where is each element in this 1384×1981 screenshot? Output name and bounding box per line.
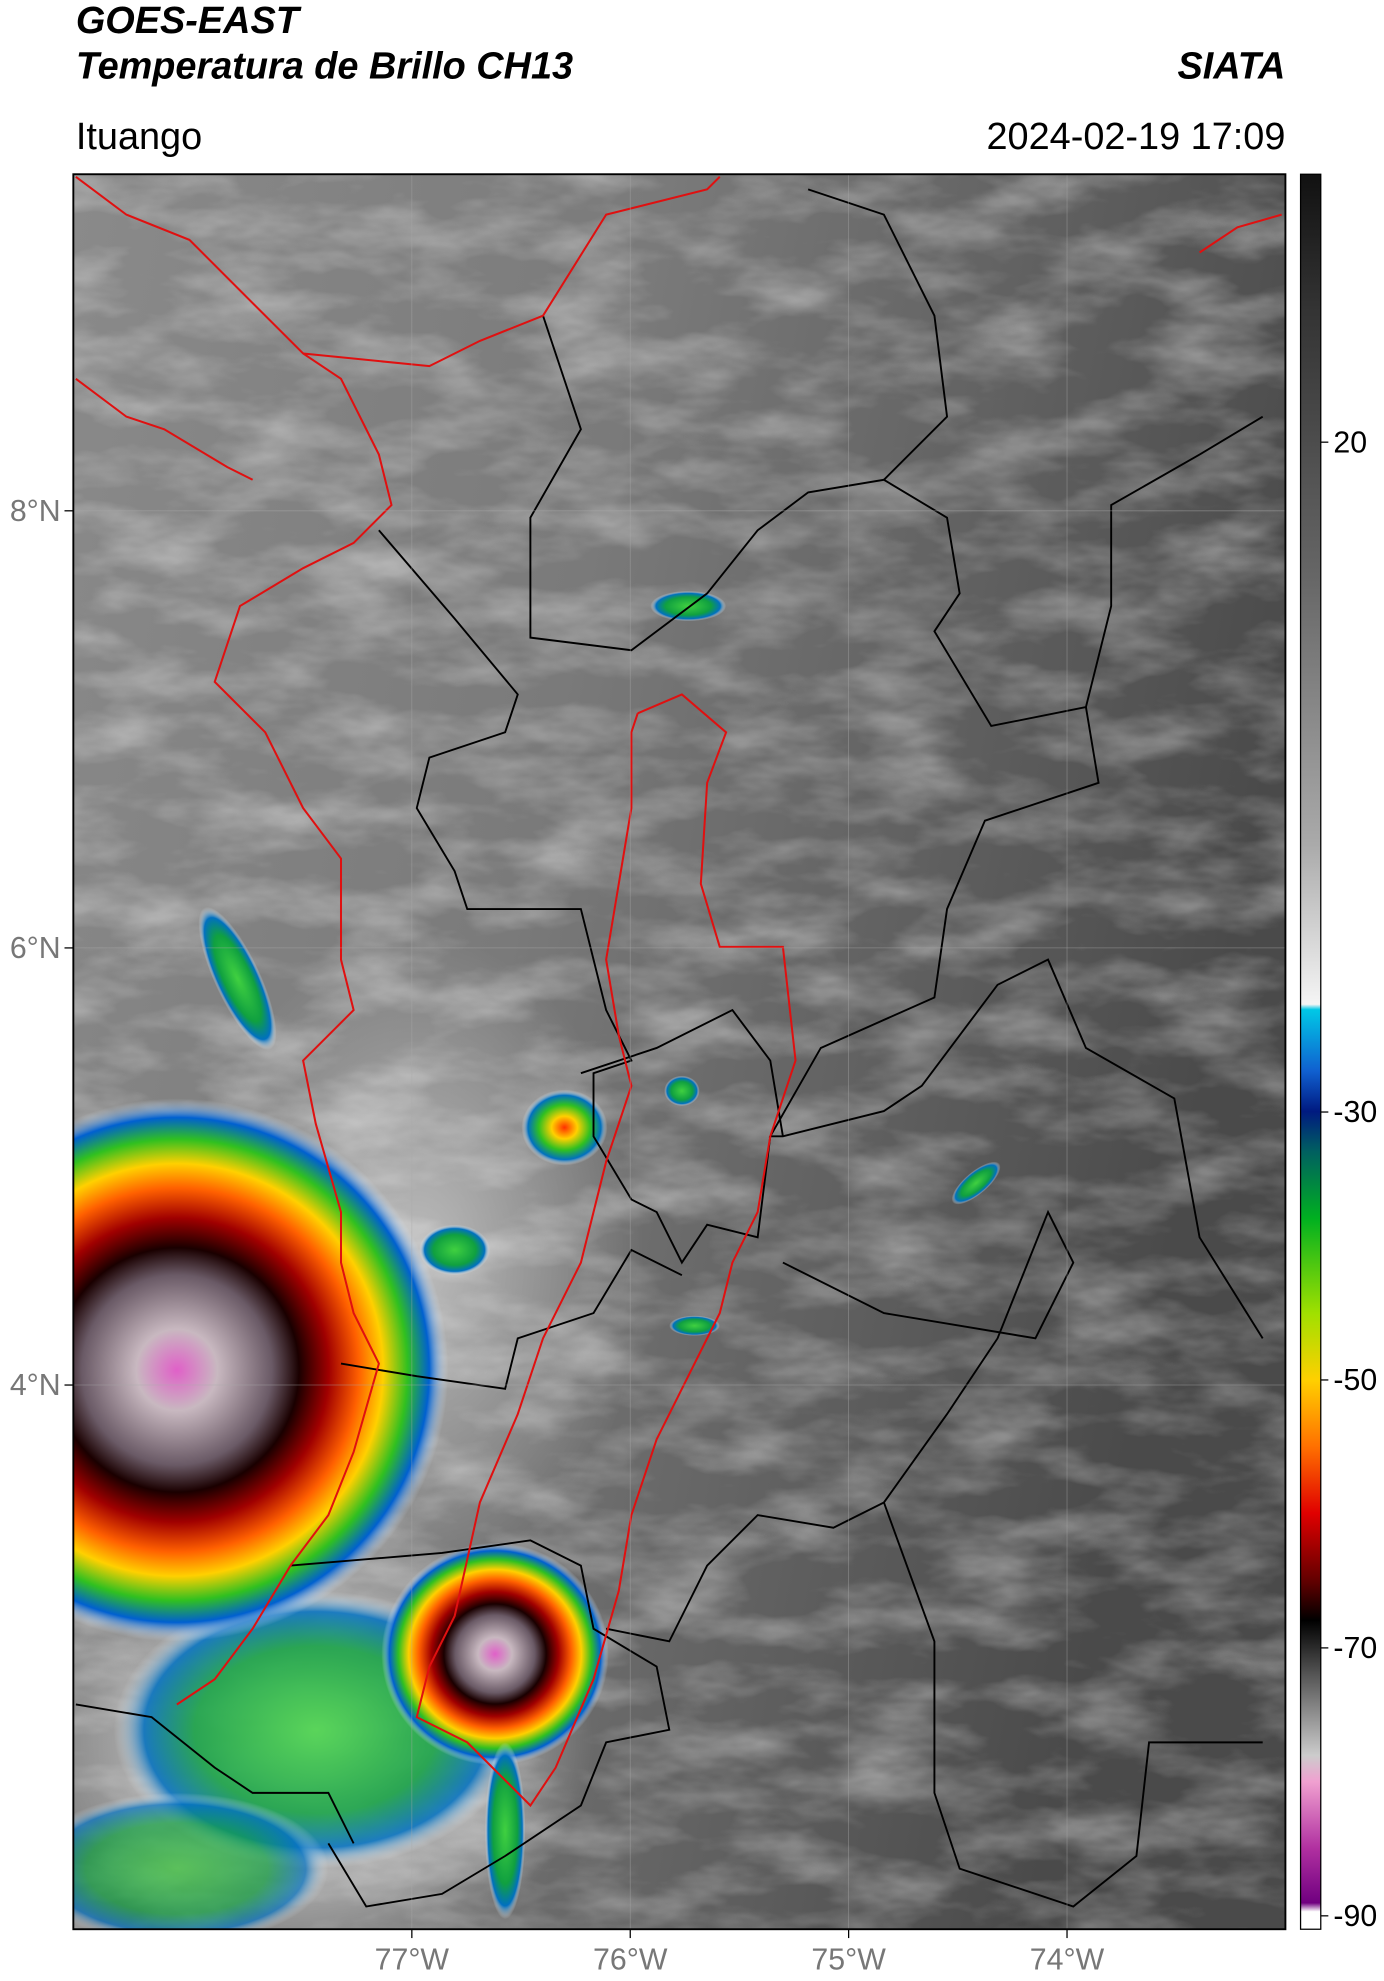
border <box>75 1703 355 1844</box>
colorbar-tick-label: -50 <box>1333 1364 1377 1397</box>
storm-cell <box>664 1075 700 1107</box>
red-border <box>415 693 797 1808</box>
location: Ituango <box>76 116 202 158</box>
graticule <box>73 174 1286 1930</box>
colorbar-tick-label: -30 <box>1333 1096 1377 1129</box>
storm-cell <box>669 1315 720 1336</box>
border <box>807 188 949 481</box>
storm-cell <box>381 1542 609 1766</box>
red-border <box>303 176 721 368</box>
red-borders <box>75 175 1282 1808</box>
colorbar-tick-label: 20 <box>1333 426 1367 459</box>
border <box>605 1209 1075 1643</box>
map-frame <box>72 173 1287 1931</box>
storm-cell <box>951 1161 1001 1205</box>
y-tick-label: 6°N <box>10 932 61 965</box>
storm-cell <box>419 1224 490 1276</box>
title: GOES-EAST <box>76 0 302 42</box>
subtitle: Temperatura de Brillo CH13 <box>76 45 573 87</box>
red-border <box>1198 213 1282 254</box>
border <box>340 1248 683 1390</box>
border <box>768 706 1264 1339</box>
storm-cell <box>650 590 727 622</box>
map-imagery <box>73 174 1286 1930</box>
storm-cell <box>73 1098 449 1642</box>
borders <box>75 188 1264 1908</box>
storm-cell <box>521 1089 608 1166</box>
border <box>580 1008 784 1137</box>
x-tick-label: 76°W <box>593 1944 668 1977</box>
border <box>529 315 1264 728</box>
colorbar-tick-label: -90 <box>1333 1900 1377 1933</box>
x-tick-label: 77°W <box>375 1944 450 1977</box>
border <box>290 1539 671 1908</box>
source: SIATA <box>1177 45 1285 87</box>
storm-cell <box>198 906 277 1051</box>
x-tick-label: 74°W <box>1030 1944 1105 1977</box>
y-tick-label: 8°N <box>10 495 61 528</box>
red-border <box>75 175 393 1706</box>
datetime: 2024-02-19 17:09 <box>986 116 1285 158</box>
border <box>378 529 772 1265</box>
x-tick-label: 75°W <box>811 1944 886 1977</box>
colorbar-tick-label: -70 <box>1333 1632 1377 1665</box>
cloud <box>73 1792 329 1930</box>
colorbar <box>1299 173 1322 1930</box>
y-tick-label: 4°N <box>10 1369 61 1402</box>
border <box>883 1502 1263 1908</box>
red-border <box>75 377 254 481</box>
storm-cell <box>484 1742 526 1920</box>
